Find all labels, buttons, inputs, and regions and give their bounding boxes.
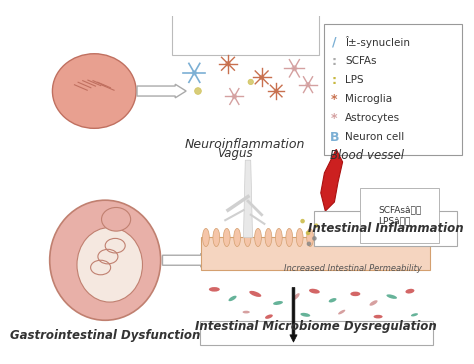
- Ellipse shape: [411, 313, 418, 316]
- Text: Microglia: Microglia: [346, 94, 392, 104]
- Text: *: *: [331, 112, 337, 125]
- Text: Neuron cell: Neuron cell: [346, 132, 405, 142]
- Ellipse shape: [380, 228, 386, 246]
- Ellipse shape: [386, 294, 397, 299]
- Text: Î±-synuclein: Î±-synuclein: [346, 36, 410, 48]
- Ellipse shape: [213, 228, 220, 246]
- Ellipse shape: [370, 300, 378, 306]
- Ellipse shape: [225, 61, 231, 67]
- Ellipse shape: [191, 70, 197, 76]
- Ellipse shape: [421, 228, 428, 246]
- Ellipse shape: [249, 291, 261, 297]
- Text: Astrocytes: Astrocytes: [346, 113, 401, 123]
- Ellipse shape: [194, 88, 201, 94]
- Ellipse shape: [228, 296, 237, 301]
- Ellipse shape: [293, 293, 300, 300]
- Ellipse shape: [101, 207, 131, 231]
- Ellipse shape: [401, 228, 407, 246]
- Ellipse shape: [53, 54, 136, 128]
- Ellipse shape: [255, 228, 261, 246]
- Text: Gastrointestinal Dysfunction: Gastrointestinal Dysfunction: [10, 329, 201, 342]
- Ellipse shape: [338, 310, 345, 314]
- Ellipse shape: [243, 311, 250, 313]
- Ellipse shape: [328, 298, 337, 302]
- Ellipse shape: [234, 228, 240, 246]
- Ellipse shape: [301, 219, 305, 223]
- Bar: [201, 237, 430, 270]
- Ellipse shape: [317, 228, 324, 246]
- Text: Neuroinflammation: Neuroinflammation: [185, 138, 305, 151]
- FancyBboxPatch shape: [323, 24, 462, 155]
- Ellipse shape: [275, 228, 282, 246]
- Polygon shape: [244, 160, 253, 237]
- FancyArrow shape: [163, 253, 211, 267]
- Ellipse shape: [305, 82, 311, 87]
- Ellipse shape: [309, 289, 320, 294]
- FancyBboxPatch shape: [200, 321, 433, 345]
- FancyArrow shape: [290, 288, 297, 342]
- Ellipse shape: [350, 292, 360, 296]
- Ellipse shape: [390, 228, 397, 246]
- Text: Increased Intestinal Permeability: Increased Intestinal Permeability: [283, 264, 421, 273]
- Ellipse shape: [405, 289, 414, 293]
- Ellipse shape: [265, 228, 272, 246]
- Text: B: B: [330, 131, 339, 144]
- Ellipse shape: [77, 228, 143, 302]
- Ellipse shape: [292, 65, 297, 71]
- Ellipse shape: [223, 228, 230, 246]
- Ellipse shape: [306, 231, 310, 235]
- Ellipse shape: [265, 314, 273, 319]
- Ellipse shape: [359, 228, 365, 246]
- FancyArrow shape: [137, 84, 186, 98]
- Polygon shape: [321, 149, 343, 211]
- Text: Intestinal Inflammation: Intestinal Inflammation: [308, 222, 463, 235]
- Text: Intestinal Microbiome Dysregulation: Intestinal Microbiome Dysregulation: [195, 320, 437, 333]
- Ellipse shape: [314, 223, 319, 228]
- Text: SCFAs: SCFAs: [346, 56, 377, 66]
- Ellipse shape: [202, 228, 210, 246]
- Ellipse shape: [374, 315, 383, 318]
- Ellipse shape: [307, 242, 311, 246]
- Ellipse shape: [348, 228, 355, 246]
- Ellipse shape: [312, 236, 317, 241]
- Ellipse shape: [301, 313, 310, 317]
- Text: LPS: LPS: [346, 75, 364, 85]
- Ellipse shape: [244, 228, 251, 246]
- Ellipse shape: [307, 228, 313, 246]
- Text: :: :: [332, 74, 337, 87]
- Ellipse shape: [296, 228, 303, 246]
- Ellipse shape: [338, 228, 345, 246]
- Text: :: :: [332, 55, 337, 67]
- Text: *: *: [331, 93, 337, 106]
- Ellipse shape: [369, 228, 376, 246]
- Ellipse shape: [273, 301, 283, 305]
- Ellipse shape: [411, 228, 418, 246]
- Ellipse shape: [259, 75, 264, 80]
- Text: SCFAsâ
LPSâ: SCFAsâ LPSâ: [378, 206, 421, 225]
- FancyBboxPatch shape: [172, 0, 319, 55]
- Ellipse shape: [232, 94, 237, 99]
- FancyBboxPatch shape: [314, 211, 457, 246]
- Text: Vagus: Vagus: [218, 147, 253, 160]
- Text: /: /: [332, 35, 337, 48]
- Ellipse shape: [248, 79, 254, 85]
- Ellipse shape: [209, 287, 220, 292]
- Text: Blood vessel: Blood vessel: [330, 149, 404, 162]
- Ellipse shape: [274, 88, 279, 94]
- Ellipse shape: [328, 228, 334, 246]
- Ellipse shape: [50, 200, 161, 320]
- Ellipse shape: [286, 228, 292, 246]
